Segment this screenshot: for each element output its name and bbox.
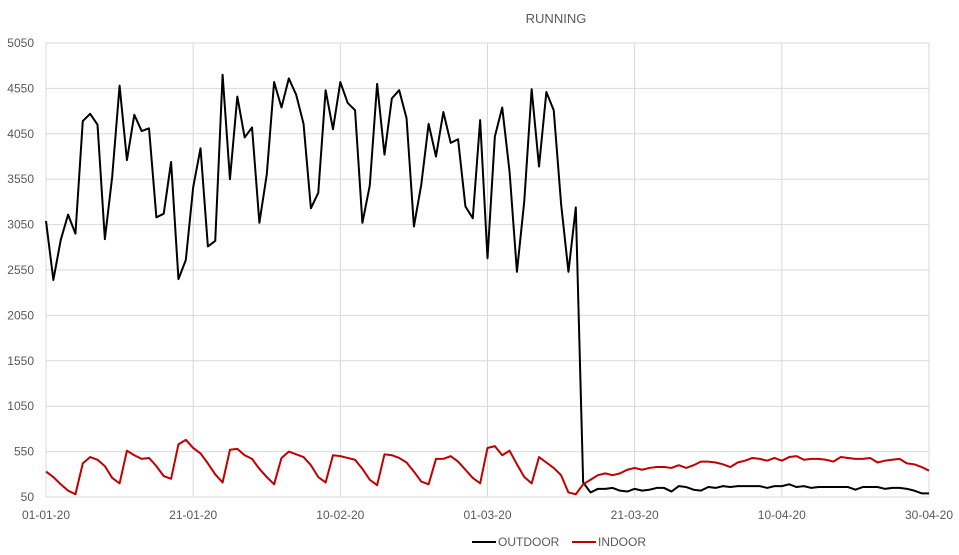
x-tick-label: 01-01-20: [22, 508, 70, 522]
series-line-outdoor: [45, 73, 929, 495]
y-axis-tick-labels: 50 550 1050 1550 2050 2550 3050 3550 4050 4550 505…: [7, 36, 34, 504]
y-tick-label: 3050: [7, 218, 34, 232]
series-lines: [45, 73, 930, 496]
x-tick-label: 10-02-20: [316, 508, 364, 522]
y-tick-label: 1050: [7, 399, 34, 413]
x-tick-label: 21-01-20: [169, 508, 217, 522]
y-tick-label: 4050: [7, 127, 34, 141]
legend: OUTDOOR INDOOR: [472, 535, 646, 549]
y-tick-label: 2550: [7, 263, 34, 277]
gridlines: [45, 42, 930, 498]
y-tick-label: 5050: [7, 36, 34, 50]
y-tick-label: 4550: [7, 81, 34, 95]
x-tick-label: 30-04-20: [905, 508, 953, 522]
y-tick-label: 3550: [7, 172, 34, 186]
x-tick-label: 21-03-20: [611, 508, 659, 522]
x-tick-label: 10-04-20: [758, 508, 806, 522]
y-tick-label: 50: [21, 490, 35, 504]
y-tick-label: 1550: [7, 354, 34, 368]
y-tick-label: 2050: [7, 308, 34, 322]
x-tick-label: 01-03-20: [463, 508, 511, 522]
x-axis-tick-labels: 01-01-20 21-01-20 10-02-20 01-03-20 21-03-20…: [22, 508, 953, 522]
legend-label-indoor: INDOOR: [598, 535, 646, 549]
legend-label-outdoor: OUTDOOR: [498, 535, 560, 549]
chart-title: RUNNING: [526, 11, 587, 26]
y-tick-label: 550: [14, 445, 34, 459]
series-line-indoor: [45, 438, 930, 496]
